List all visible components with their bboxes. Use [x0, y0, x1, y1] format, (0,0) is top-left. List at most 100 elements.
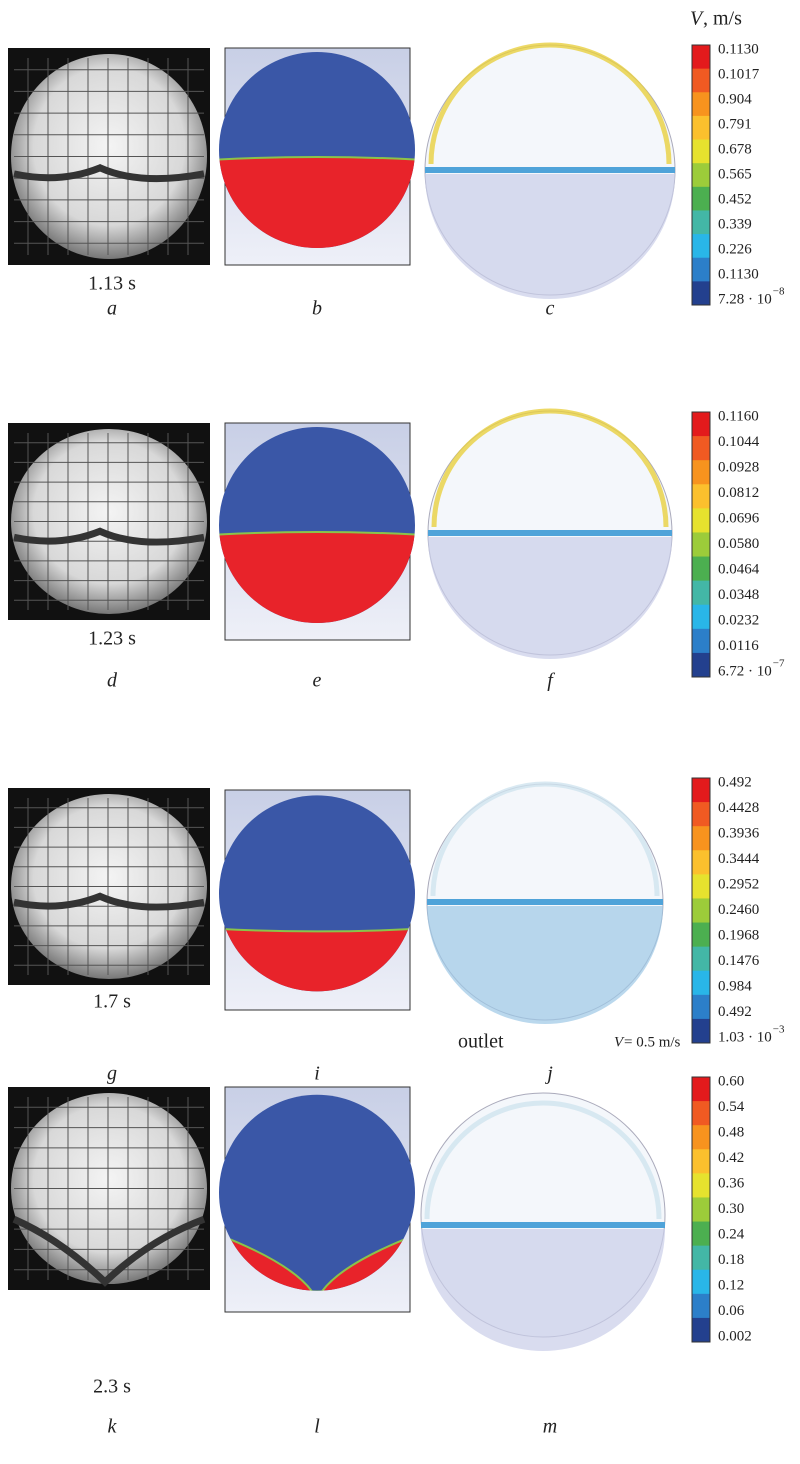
colorbar-segment — [692, 508, 710, 533]
colorbar-label: 0.0348 — [718, 587, 759, 603]
colorbar-segment — [692, 653, 710, 678]
colorbar-segment — [692, 1149, 710, 1174]
colorbar-label: 0.1130 — [718, 41, 759, 57]
panel-letter: d — [107, 670, 118, 692]
colorbar-label: 0.791 — [718, 116, 752, 132]
colorbar-min: 6.72 · 10 — [718, 663, 772, 679]
panel-letter: g — [107, 1063, 117, 1085]
colorbar-label: 0.452 — [718, 191, 752, 207]
colorbar-label: 0.678 — [718, 141, 752, 157]
colorbar-label: 0.24 — [718, 1226, 745, 1242]
colorbar-label: 0.492 — [718, 774, 752, 790]
time-label: 1.13 s — [88, 273, 136, 295]
colorbar-segment — [692, 187, 710, 211]
colorbar-segment — [692, 1246, 710, 1271]
colorbar-segment — [692, 1197, 710, 1222]
colorbar-label: 0.30 — [718, 1201, 744, 1217]
colorbar-label: 0.2952 — [718, 876, 759, 892]
time-label: 1.23 s — [88, 628, 136, 650]
colorbar-label: 0.42 — [718, 1150, 744, 1166]
colorbar-segment — [692, 234, 710, 258]
colorbar-label: 0.3936 — [718, 825, 760, 841]
colorbar-label: 0.0696 — [718, 510, 760, 526]
colorbar-segment — [692, 1318, 710, 1343]
panel-letter: m — [543, 1416, 557, 1438]
colorbar-segment — [692, 1294, 710, 1319]
colorbar-segment — [692, 1101, 710, 1126]
panel-letter: j — [544, 1063, 553, 1085]
colorbar-segment — [692, 258, 710, 282]
colorbar-label: 0.48 — [718, 1124, 744, 1140]
velocity-text: = 0.5 m/s — [624, 1034, 681, 1050]
colorbar-segment — [692, 436, 710, 461]
colorbar-segment — [692, 1270, 710, 1295]
figure: V , m/s outlet V = 0.5 m/s 1.13 sabc0.11… — [0, 0, 800, 1464]
vector-lower — [421, 1229, 665, 1351]
colorbar-label: 0.12 — [718, 1277, 744, 1293]
colorbar-segment — [692, 460, 710, 485]
colorbar-label: 0.60 — [718, 1073, 744, 1089]
colorbar-label: 0.1044 — [718, 434, 760, 450]
colorbar-segment — [692, 947, 710, 972]
colorbar-segment — [692, 412, 710, 437]
colorbar-segment — [692, 1077, 710, 1102]
colorbar-label: 0.339 — [718, 216, 752, 232]
colorbar-segment — [692, 874, 710, 899]
colorbar-label: 0.002 — [718, 1328, 752, 1344]
colorbar-segment — [692, 850, 710, 875]
colorbar-label: 0.1017 — [718, 66, 760, 82]
colorbar-exponent: −7 — [773, 658, 785, 670]
colorbar-segment — [692, 140, 710, 164]
panel-letter: f — [547, 670, 555, 692]
time-label: 1.7 s — [93, 991, 131, 1013]
colorbar-label: 0.492 — [718, 1004, 752, 1020]
colorbar-label: 0.54 — [718, 1099, 745, 1115]
colorbar-label: 0.18 — [718, 1252, 744, 1268]
vector-lower — [428, 537, 672, 659]
colorbar-label: 0.904 — [718, 91, 752, 107]
colorbar-label: 0.4428 — [718, 800, 759, 816]
colorbar-label: 0.06 — [718, 1303, 745, 1319]
colorbar-segment — [692, 605, 710, 630]
colorbar-min: 1.03 · 10 — [718, 1029, 772, 1045]
vector-lower — [425, 174, 675, 299]
colorbar-segment — [692, 802, 710, 827]
colorbar-label: 0.1476 — [718, 953, 760, 969]
colorbar-segment — [692, 1019, 710, 1044]
colorbar-segment — [692, 629, 710, 654]
colorbar-segment — [692, 532, 710, 557]
colorbar-segment — [692, 1222, 710, 1247]
colorbar-segment — [692, 281, 710, 305]
panel-letter: i — [314, 1063, 320, 1085]
colorbar-label: 0.226 — [718, 241, 752, 257]
colorbar-exponent: −3 — [773, 1024, 785, 1036]
colorbar-segment — [692, 995, 710, 1020]
panel-letter: a — [107, 298, 117, 320]
vector-lower — [427, 906, 663, 1024]
colorbar-label: 0.565 — [718, 166, 752, 182]
colorbar-label: 0.3444 — [718, 851, 760, 867]
colorbar-label: 0.2460 — [718, 902, 759, 918]
colorbar-segment — [692, 898, 710, 923]
colorbar-segment — [692, 92, 710, 116]
panel-letter: l — [314, 1416, 320, 1438]
colorbar-label: 0.984 — [718, 978, 752, 994]
colorbar-segment — [692, 581, 710, 606]
colorbar-label: 0.1968 — [718, 927, 759, 943]
colorbar-label: 0.0232 — [718, 612, 759, 628]
colorbar-segment — [692, 557, 710, 582]
panel-letter: k — [108, 1416, 118, 1438]
colorbar-segment — [692, 210, 710, 234]
colorbar-segment — [692, 971, 710, 996]
colorbar-label: 0.1130 — [718, 266, 759, 282]
colorbar-segment — [692, 923, 710, 948]
colorbar-segment — [692, 778, 710, 803]
colorbar-unit: , m/s — [703, 8, 742, 30]
time-label: 2.3 s — [93, 1376, 131, 1398]
colorbar-segment — [692, 116, 710, 140]
colorbar-label: 0.0116 — [718, 638, 759, 654]
colorbar-segment — [692, 45, 710, 69]
colorbar-label: 0.0928 — [718, 459, 759, 475]
panel-letter: c — [546, 298, 555, 320]
colorbar-label: 0.0812 — [718, 485, 759, 501]
